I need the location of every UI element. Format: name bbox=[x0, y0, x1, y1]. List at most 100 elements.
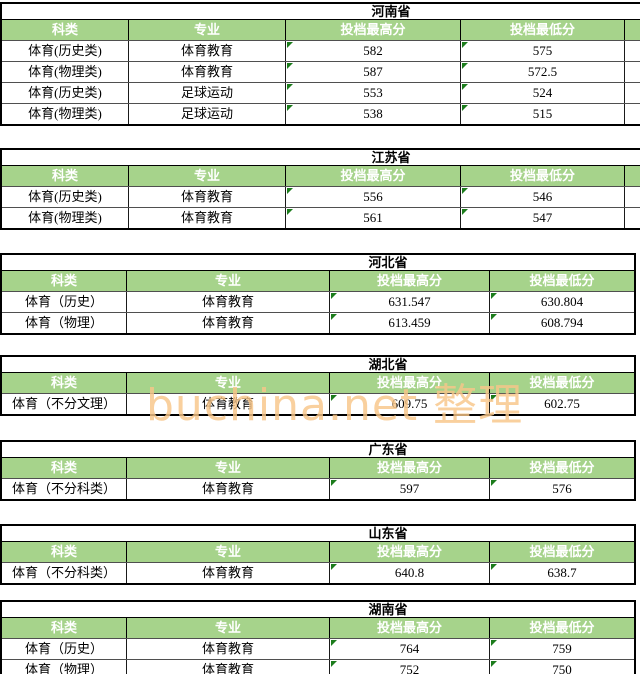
province-table-6: 湖南省 科类 专业 投档最高分 投档最低分 体育（历史） 体育教育 764 759 体育（物理）体… bbox=[0, 600, 636, 674]
data-cell: 体育（历史） bbox=[2, 639, 127, 659]
score-cell: 538 bbox=[286, 104, 461, 124]
column-header: 科类 bbox=[2, 373, 127, 393]
data-cell-partial bbox=[625, 62, 640, 82]
excel-error-triangle-icon bbox=[462, 188, 468, 194]
score-cell: 640.8 bbox=[330, 563, 490, 583]
excel-error-triangle-icon bbox=[331, 293, 337, 299]
score-cell: 561 bbox=[286, 208, 461, 228]
data-cell: 体育(物理类) bbox=[2, 104, 129, 124]
data-cell: 体育教育 bbox=[127, 313, 330, 333]
excel-error-triangle-icon bbox=[331, 640, 337, 646]
province-table-4: 广东省 科类 专业 投档最高分 投档最低分 体育（不分科类） 体育教育 597 576 bbox=[0, 440, 636, 501]
column-header: 投档最高分 bbox=[330, 373, 490, 393]
column-header: 投档最高分 bbox=[286, 166, 461, 186]
data-cell: 体育教育 bbox=[127, 639, 330, 659]
column-header: 专业 bbox=[129, 20, 286, 40]
data-cell: 体育（不分文理） bbox=[2, 394, 127, 414]
data-cell: 体育教育 bbox=[127, 394, 330, 414]
data-cell: 体育教育 bbox=[127, 479, 330, 499]
column-header: 专业 bbox=[127, 271, 330, 291]
province-table-0: 河南省 科类 专业 投档最高分 投档最低分 体育(历史类) 体育教育 582 575 体育(物理类… bbox=[0, 2, 640, 126]
table-row: 体育(物理类) 足球运动 538 515 bbox=[2, 103, 640, 124]
data-cell-partial bbox=[625, 83, 640, 103]
data-cell: 体育教育 bbox=[129, 62, 286, 82]
header-row: 科类 专业 投档最高分 投档最低分 bbox=[2, 165, 640, 186]
excel-error-triangle-icon bbox=[331, 661, 337, 667]
excel-error-triangle-icon bbox=[287, 42, 293, 48]
excel-error-triangle-icon bbox=[491, 314, 497, 320]
table-row: 体育（不分文理） 体育教育 609.75 602.75 bbox=[2, 393, 634, 414]
excel-error-triangle-icon bbox=[491, 480, 497, 486]
province-title: 湖北省 bbox=[368, 357, 408, 372]
excel-error-triangle-icon bbox=[462, 84, 468, 90]
column-header: 专业 bbox=[127, 618, 330, 638]
score-cell: 547 bbox=[461, 208, 625, 228]
table-row: 体育(历史类) 体育教育 582 575 bbox=[2, 40, 640, 61]
excel-error-triangle-icon bbox=[287, 84, 293, 90]
column-header: 投档最高分 bbox=[330, 271, 490, 291]
excel-error-triangle-icon bbox=[331, 395, 337, 401]
score-cell: 556 bbox=[286, 187, 461, 207]
excel-error-triangle-icon bbox=[462, 209, 468, 215]
column-header: 科类 bbox=[2, 542, 127, 562]
column-header-partial bbox=[625, 166, 640, 186]
province-title: 山东省 bbox=[368, 526, 408, 541]
score-cell: 553 bbox=[286, 83, 461, 103]
score-cell: 602.75 bbox=[490, 394, 634, 414]
province-title: 河南省 bbox=[371, 4, 411, 19]
province-table-5: 山东省 科类 专业 投档最高分 投档最低分 体育（不分科类） 体育教育 640.8 638.7 bbox=[0, 524, 636, 585]
score-cell: 631.547 bbox=[330, 292, 490, 312]
column-header: 投档最高分 bbox=[330, 542, 490, 562]
province-title: 湖南省 bbox=[368, 602, 408, 617]
data-cell: 体育教育 bbox=[127, 563, 330, 583]
data-cell: 体育（不分科类） bbox=[2, 479, 127, 499]
province-table-2: 河北省 科类 专业 投档最高分 投档最低分 体育（历史） 体育教育 631.547 630.80… bbox=[0, 253, 636, 335]
data-cell-partial bbox=[625, 187, 640, 207]
excel-error-triangle-icon bbox=[331, 480, 337, 486]
header-row: 科类 专业 投档最高分 投档最低分 bbox=[2, 270, 634, 291]
data-cell: 体育（不分科类） bbox=[2, 563, 127, 583]
score-cell: 515 bbox=[461, 104, 625, 124]
score-cell: 609.75 bbox=[330, 394, 490, 414]
score-cell: 759 bbox=[490, 639, 634, 659]
score-cell: 613.459 bbox=[330, 313, 490, 333]
table-row: 体育（历史） 体育教育 764 759 bbox=[2, 638, 634, 659]
column-header: 专业 bbox=[127, 373, 330, 393]
data-cell-partial bbox=[625, 208, 640, 228]
excel-error-triangle-icon bbox=[287, 209, 293, 215]
column-header: 专业 bbox=[127, 542, 330, 562]
score-cell: 597 bbox=[330, 479, 490, 499]
score-cell: 750 bbox=[490, 660, 634, 674]
data-cell-partial bbox=[625, 104, 640, 124]
column-header: 科类 bbox=[2, 20, 129, 40]
data-cell: 体育(物理类) bbox=[2, 208, 129, 228]
header-row: 科类 专业 投档最高分 投档最低分 bbox=[2, 19, 640, 40]
column-header: 科类 bbox=[2, 618, 127, 638]
table-row: 体育(物理类) 体育教育 561 547 bbox=[2, 207, 640, 228]
table-row: 体育（历史） 体育教育 631.547 630.804 bbox=[2, 291, 634, 312]
table-row: 体育(历史类) 足球运动 553 524 bbox=[2, 82, 640, 103]
excel-error-triangle-icon bbox=[331, 564, 337, 570]
header-row: 科类 专业 投档最高分 投档最低分 bbox=[2, 541, 634, 562]
excel-error-triangle-icon bbox=[491, 293, 497, 299]
data-cell: 体育教育 bbox=[127, 292, 330, 312]
score-cell: 524 bbox=[461, 83, 625, 103]
data-cell: 体育（物理） bbox=[2, 313, 127, 333]
column-header: 投档最低分 bbox=[529, 375, 595, 390]
column-header: 投档最高分 bbox=[286, 20, 461, 40]
header-row: 科类 专业 投档最高分 投档最低分 bbox=[2, 457, 634, 478]
score-cell: 587 bbox=[286, 62, 461, 82]
score-cell: 546 bbox=[461, 187, 625, 207]
table-row: 体育(物理类) 体育教育 587 572.5 bbox=[2, 61, 640, 82]
excel-error-triangle-icon bbox=[462, 42, 468, 48]
header-row: 科类 专业 投档最高分 投档最低分 bbox=[2, 617, 634, 638]
column-header-partial bbox=[625, 20, 640, 40]
column-header: 科类 bbox=[2, 166, 129, 186]
column-header: 投档最低分 bbox=[529, 544, 595, 559]
data-cell: 体育(历史类) bbox=[2, 83, 129, 103]
excel-error-triangle-icon bbox=[491, 395, 497, 401]
score-cell: 582 bbox=[286, 41, 461, 61]
column-header: 投档最低分 bbox=[529, 273, 595, 288]
data-cell: 体育教育 bbox=[129, 208, 286, 228]
